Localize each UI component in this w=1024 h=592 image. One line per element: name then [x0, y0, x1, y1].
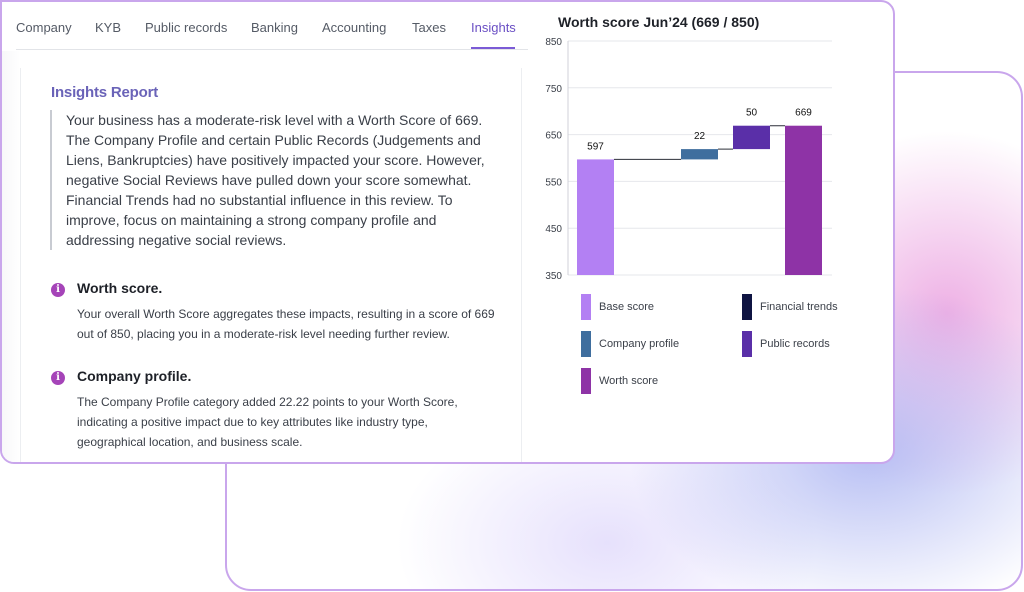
insight-title: Company profile. [77, 368, 192, 384]
legend-label: Public records [760, 338, 830, 350]
y-tick-label: 450 [545, 224, 562, 235]
legend-swatch [581, 368, 591, 394]
legend-item: Financial trends [742, 294, 838, 320]
legend-swatch [742, 331, 752, 357]
tab-public-records[interactable]: Public records [145, 20, 228, 35]
insight-body: Your overall Worth Score aggregates thes… [77, 307, 495, 341]
y-tick-label: 550 [545, 177, 562, 188]
active-tab-indicator [471, 47, 515, 49]
chart-bar [577, 159, 614, 275]
data-label: 597 [587, 141, 604, 152]
panel-shadow [2, 51, 20, 462]
y-tick-label: 350 [545, 271, 562, 282]
legend-item: Company profile [581, 331, 679, 357]
tab-accounting[interactable]: Accounting [322, 20, 387, 35]
worth-score-chart: Worth score Jun’24 (669 / 850) 350 450 550… [532, 2, 892, 462]
info-icon: i [51, 371, 65, 385]
tab-company[interactable]: Company [16, 20, 72, 35]
chart-bar [785, 125, 822, 275]
report-panel: Insights Report Your business has a mode… [20, 68, 522, 462]
data-label: 669 [795, 108, 812, 119]
tab-insights[interactable]: Insights [471, 20, 516, 35]
chart-canvas: 350 450 550 650 750 850 597 22 50 669 [545, 37, 832, 282]
report-title: Insights Report [51, 84, 159, 101]
tab-bar: Company KYB Public records Banking Accou… [16, 2, 528, 50]
data-label: 22 [694, 131, 706, 142]
y-tick-label: 650 [545, 131, 562, 142]
data-label: 50 [746, 108, 758, 119]
chart-bar [733, 125, 770, 150]
legend-swatch [742, 294, 752, 320]
legend-swatch [581, 294, 591, 320]
y-tick-label: 750 [545, 84, 562, 95]
tab-taxes[interactable]: Taxes [412, 20, 446, 35]
legend-item: Base score [581, 294, 654, 320]
legend-label: Financial trends [760, 301, 838, 313]
y-tick-label: 850 [545, 37, 562, 48]
legend-swatch [581, 331, 591, 357]
legend-item: Public records [742, 331, 830, 357]
insights-panel: Company KYB Public records Banking Accou… [0, 0, 895, 464]
legend-item: Worth score [581, 368, 658, 394]
chart-bar [681, 149, 718, 160]
chart-title: Worth score Jun’24 (669 / 850) [558, 14, 760, 30]
info-icon: i [51, 283, 65, 297]
legend-label: Company profile [599, 338, 680, 350]
insight-body: The Company Profile category added 22.22… [77, 395, 458, 449]
legend-label: Base score [599, 301, 655, 313]
report-summary: Your business has a moderate-risk level … [50, 110, 490, 250]
tab-kyb[interactable]: KYB [95, 20, 122, 35]
insight-title: Worth score. [77, 280, 163, 296]
tab-banking[interactable]: Banking [251, 20, 298, 35]
legend-label: Worth score [599, 375, 659, 387]
